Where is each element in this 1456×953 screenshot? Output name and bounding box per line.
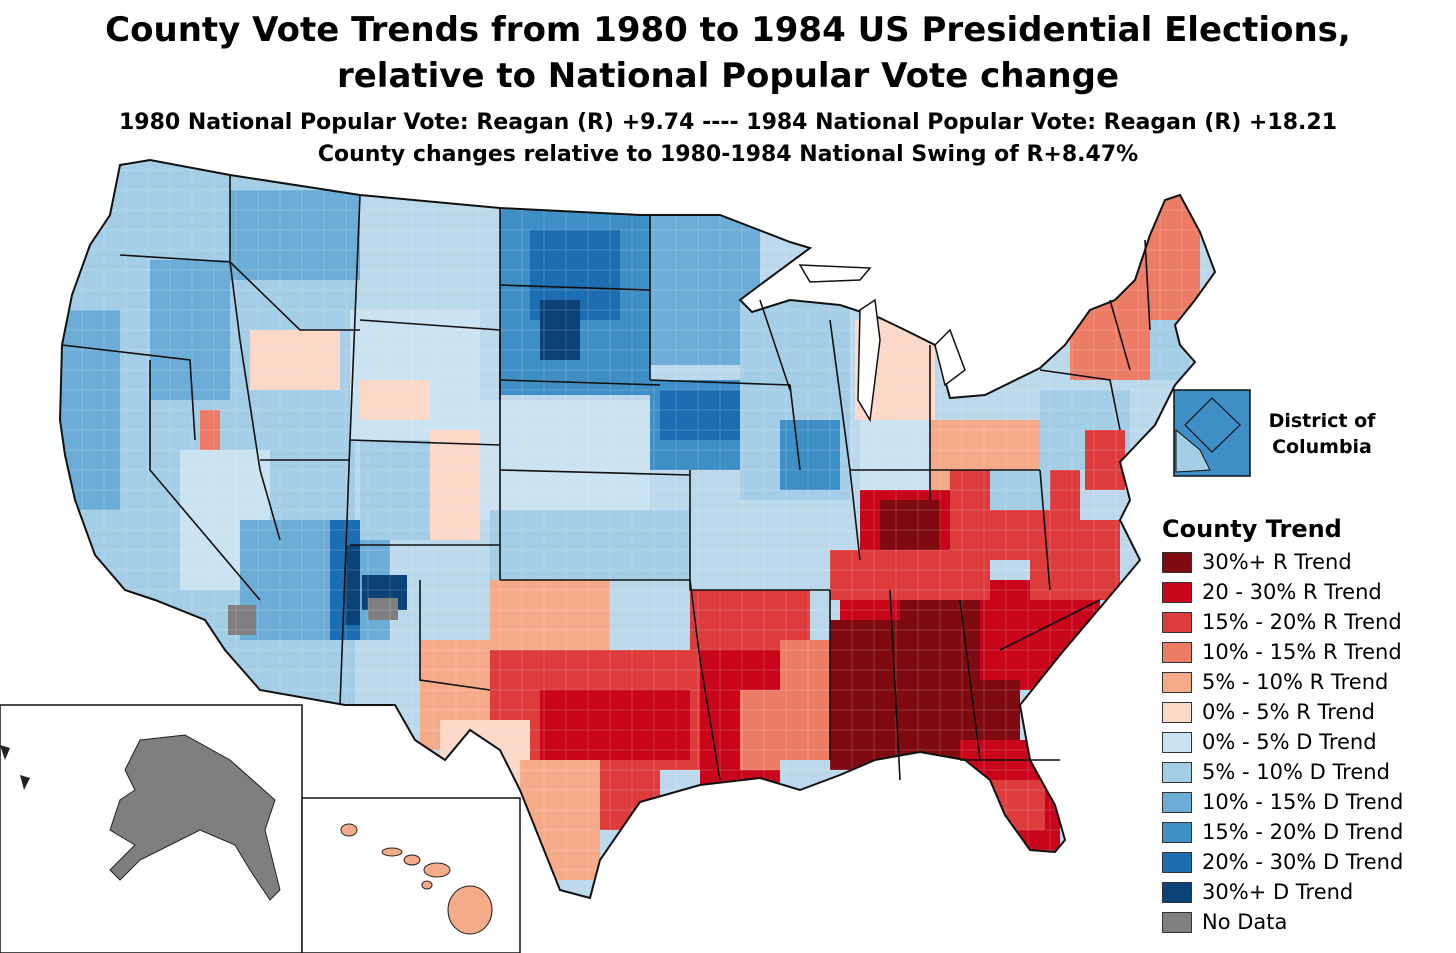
alaska-no-data xyxy=(109,734,281,901)
legend-item: 15% - 20% D Trend xyxy=(1162,817,1403,847)
legend-item: 20 - 30% R Trend xyxy=(1162,577,1403,607)
legend-swatch xyxy=(1162,821,1192,843)
legend-label: 20% - 30% D Trend xyxy=(1202,850,1404,874)
county-boundaries xyxy=(60,160,1215,898)
dc-boundary xyxy=(1184,397,1241,453)
legend-label: No Data xyxy=(1202,910,1288,934)
hawaii-islands xyxy=(340,823,493,935)
map-title-line-2: relative to National Popular Vote change xyxy=(336,56,1120,96)
legend-label: 5% - 10% R Trend xyxy=(1202,670,1389,694)
legend-swatch xyxy=(1162,881,1192,903)
dc-inset-label: District of Columbia xyxy=(1268,410,1376,458)
dc-virginia-side xyxy=(1175,428,1211,473)
legend-label: 15% - 20% R Trend xyxy=(1202,610,1402,634)
legend: County Trend 30%+ R Trend 20 - 30% R Tren… xyxy=(1162,513,1403,937)
hawaii-inset-frame xyxy=(301,797,521,953)
legend-swatch xyxy=(1162,551,1192,573)
legend-item: 0% - 5% R Trend xyxy=(1162,697,1403,727)
legend-item: 20% - 30% D Trend xyxy=(1162,847,1403,877)
national-swing-caption: County changes relative to 1980-1984 Nat… xyxy=(317,142,1139,167)
legend-item: 10% - 15% R Trend xyxy=(1162,637,1403,667)
legend-swatch xyxy=(1162,701,1192,723)
legend-swatch xyxy=(1162,911,1192,933)
map-title-line-1: County Vote Trends from 1980 to 1984 US … xyxy=(105,10,1351,50)
legend-item: 5% - 10% R Trend xyxy=(1162,667,1403,697)
legend-swatch xyxy=(1162,641,1192,663)
legend-swatch xyxy=(1162,671,1192,693)
legend-item: 30%+ D Trend xyxy=(1162,877,1403,907)
lake-superior xyxy=(798,264,872,283)
legend-item: 15% - 20% R Trend xyxy=(1162,607,1403,637)
legend-label: 5% - 10% D Trend xyxy=(1202,760,1390,784)
legend-label: 0% - 5% D Trend xyxy=(1202,730,1377,754)
legend-swatch xyxy=(1162,851,1192,873)
legend-item: 5% - 10% D Trend xyxy=(1162,757,1403,787)
legend-label: 10% - 15% R Trend xyxy=(1202,640,1402,664)
lake-huron xyxy=(934,328,966,387)
legend-swatch xyxy=(1162,581,1192,603)
legend-label: 15% - 20% D Trend xyxy=(1202,820,1404,844)
aleutian-islands xyxy=(0,745,30,790)
legend-item: 10% - 15% D Trend xyxy=(1162,787,1403,817)
legend-title: County Trend xyxy=(1162,515,1342,543)
map-subtitle: 1980 National Popular Vote: Reagan (R) +… xyxy=(118,110,1338,135)
state-boundaries xyxy=(61,175,1151,781)
legend-item: 0% - 5% D Trend xyxy=(1162,727,1403,757)
legend-swatch xyxy=(1162,731,1192,753)
legend-swatch xyxy=(1162,761,1192,783)
lake-michigan xyxy=(857,298,881,423)
legend-label: 30%+ D Trend xyxy=(1202,880,1354,904)
legend-swatch xyxy=(1162,791,1192,813)
legend-label: 10% - 15% D Trend xyxy=(1202,790,1404,814)
legend-item: No Data xyxy=(1162,907,1403,937)
legend-label: 20 - 30% R Trend xyxy=(1202,580,1382,604)
legend-label: 30%+ R Trend xyxy=(1202,550,1352,574)
legend-item: 30%+ R Trend xyxy=(1162,547,1403,577)
trend-regions xyxy=(60,160,1200,880)
legend-label: 0% - 5% R Trend xyxy=(1202,700,1375,724)
legend-swatch xyxy=(1162,611,1192,633)
